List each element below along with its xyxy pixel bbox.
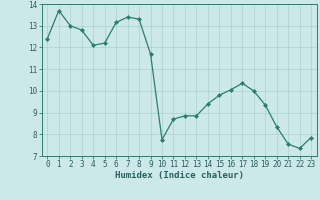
X-axis label: Humidex (Indice chaleur): Humidex (Indice chaleur) (115, 171, 244, 180)
